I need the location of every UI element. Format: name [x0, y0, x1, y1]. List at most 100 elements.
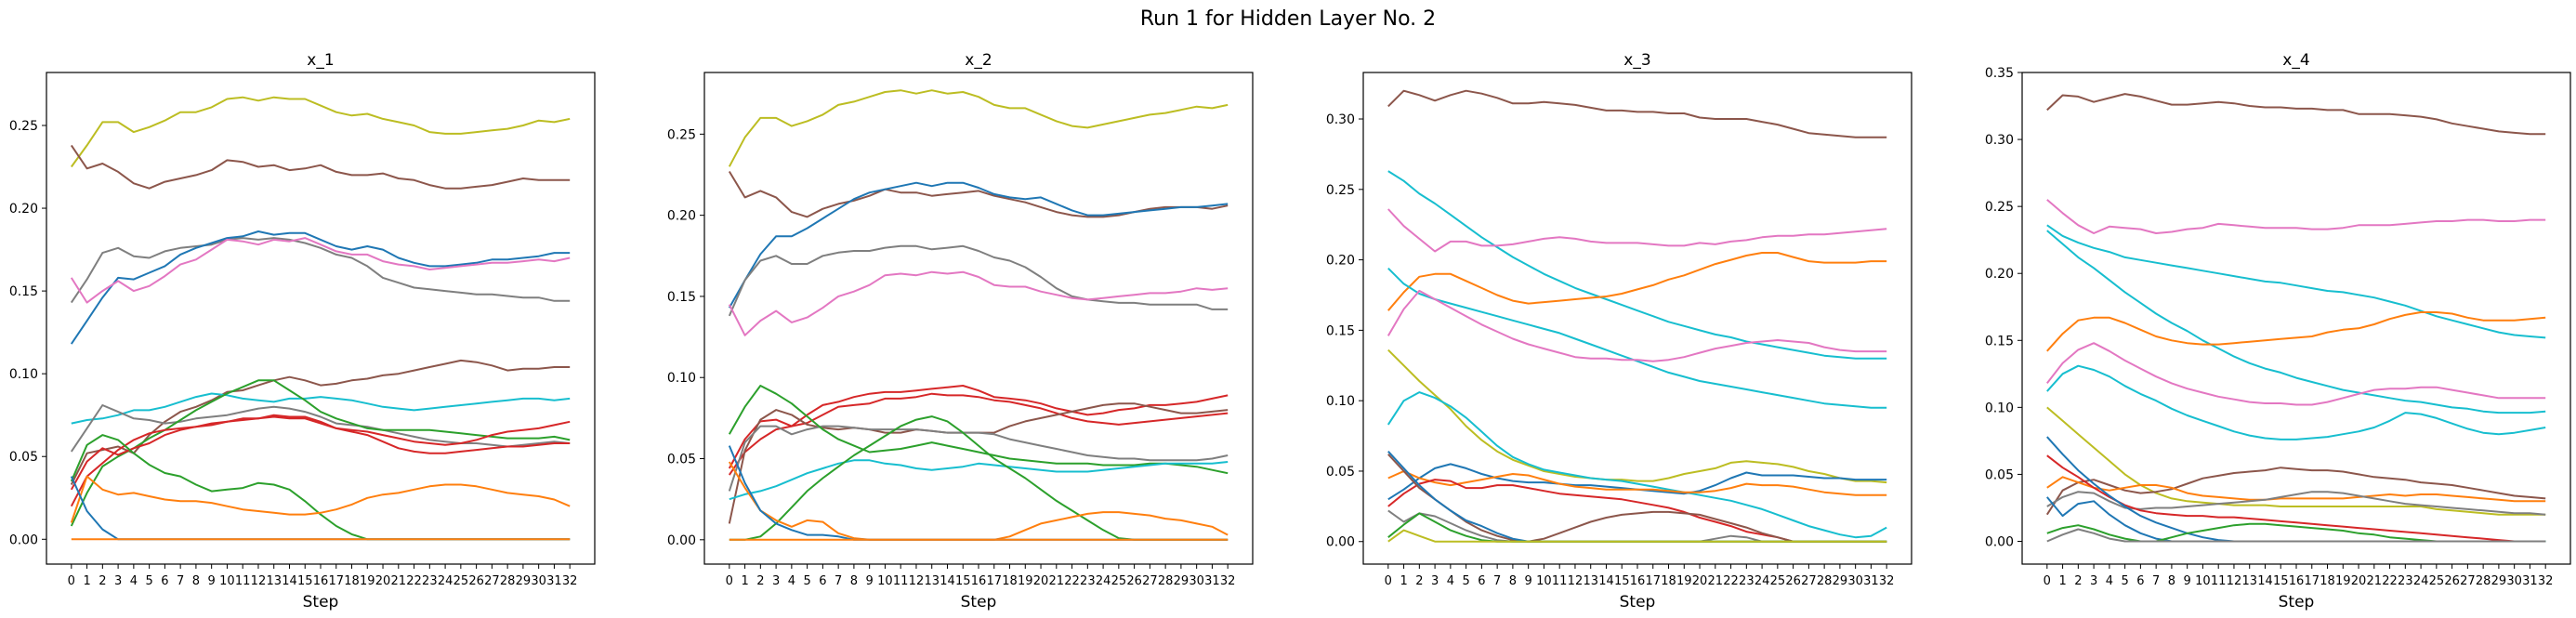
x-tick-label: 15 [1614, 574, 1630, 588]
x-tick-label: 10 [1536, 574, 1552, 588]
x-axis-label: Step [2279, 593, 2315, 611]
series-group [1387, 89, 1887, 543]
x-tick-label: 3 [114, 574, 122, 588]
x-axis-label: Step [961, 593, 997, 611]
series-line-13 [70, 475, 571, 523]
y-tick-label: 0.10 [1326, 394, 1355, 409]
x-tick-label: 3 [2090, 574, 2097, 588]
series-line-1 [70, 96, 571, 168]
subplot-2: x_20 1 2 3 4 5 6 7 8 9 10 11 12 13 14 15 16 17 18 19 20 21 22 2… [667, 51, 1254, 611]
series-line-6 [1387, 289, 1887, 362]
x-tick-label: 21 [2367, 574, 2383, 588]
x-tick-label: 18 [2320, 574, 2335, 588]
x-tick-label: 23 [422, 574, 438, 588]
x-tick-label: 13 [1583, 574, 1598, 588]
series-line-16 [2046, 528, 2546, 543]
x-tick-label: 0 [726, 574, 733, 588]
y-tick-label: 0.30 [1326, 112, 1355, 127]
x-tick-label: 32 [1220, 574, 1236, 588]
x-tick-label: 4 [788, 574, 795, 588]
x-tick-label: 28 [2476, 574, 2491, 588]
x-tick-label: 21 [1049, 574, 1065, 588]
series-group [70, 96, 571, 541]
series-line-5 [728, 270, 1229, 336]
x-tick-label: 3 [1431, 574, 1439, 588]
x-tick-label: 2 [1415, 574, 1423, 588]
x-tick-label: 18 [1002, 574, 1018, 588]
series-line-6 [2046, 342, 2546, 406]
series-line-2 [728, 170, 1229, 218]
x-tick-label: 5 [2121, 574, 2128, 588]
x-tick-label: 5 [1462, 574, 1469, 588]
series-line-11 [2046, 491, 2546, 516]
x-tick-label: 22 [2382, 574, 2398, 588]
x-tick-label: 29 [516, 574, 532, 588]
series-line-10 [70, 415, 571, 507]
x-tick-label: 8 [1509, 574, 1517, 588]
series-line-3 [1387, 208, 1887, 253]
x-tick-label: 17 [1645, 574, 1661, 588]
x-tick-label: 7 [177, 574, 184, 588]
x-tick-label: 15 [2273, 574, 2289, 588]
x-tick-label: 1 [741, 574, 748, 588]
y-tick-label: 0.15 [667, 290, 696, 305]
x-tick-label: 25 [1770, 574, 1786, 588]
x-tick-label: 8 [850, 574, 858, 588]
x-tick-label: 4 [1447, 574, 1454, 588]
series-line-7 [71, 392, 571, 425]
x-tick-label: 2 [2074, 574, 2082, 588]
y-tick-label: 0.10 [1985, 401, 2014, 415]
x-tick-label: 8 [192, 574, 200, 588]
y-tick-label: 0.05 [1985, 467, 2014, 482]
series-line-15 [2046, 522, 2546, 543]
y-tick-label: 0.05 [9, 450, 38, 465]
series-line-9 [728, 425, 1229, 492]
x-tick-label: 7 [2152, 574, 2160, 588]
x-tick-label: 9 [208, 574, 216, 588]
x-tick-label: 1 [1400, 574, 1407, 588]
x-tick-label: 3 [772, 574, 780, 588]
x-tick-label: 24 [438, 574, 453, 588]
x-tick-label: 14 [940, 574, 955, 588]
y-tick-label: 0.30 [1985, 133, 2014, 148]
x-tick-label: 6 [161, 574, 168, 588]
series-line-5 [1387, 267, 1887, 409]
y-tick-label: 0.05 [667, 453, 696, 467]
series-line-1 [1387, 89, 1887, 138]
x-tick-label: 13 [924, 574, 940, 588]
x-tick-label: 6 [1478, 574, 1485, 588]
y-tick-label: 0.25 [9, 119, 38, 134]
x-tick-label: 21 [391, 574, 407, 588]
x-tick-label: 29 [1174, 574, 1189, 588]
subplot-4: x_40 1 2 3 4 5 6 7 8 9 10 11 12 13 14 15 16 17 18 19 20 21 22 2… [1985, 51, 2571, 611]
x-tick-label: 29 [1833, 574, 1848, 588]
x-tick-label: 24 [1755, 574, 1770, 588]
x-tick-label: 18 [344, 574, 360, 588]
x-tick-label: 10 [219, 574, 235, 588]
x-tick-label: 29 [2491, 574, 2507, 588]
x-tick-label: 16 [971, 574, 987, 588]
series-line-7 [1387, 348, 1887, 484]
y-tick-label: 0.00 [667, 533, 696, 548]
x-tick-label: 6 [2136, 574, 2144, 588]
y-tick-label: 0.10 [667, 371, 696, 386]
y-tick-label: 0.25 [1326, 183, 1355, 198]
x-tick-label: 19 [1018, 574, 1033, 588]
series-line-6 [728, 385, 1229, 469]
x-tick-label: 22 [1723, 574, 1739, 588]
series-line-10 [1387, 470, 1887, 496]
series-line-3 [2046, 224, 2546, 339]
x-tick-label: 14 [282, 574, 297, 588]
x-tick-label: 14 [1598, 574, 1614, 588]
series-line-8 [1387, 391, 1887, 539]
x-tick-label: 23 [1739, 574, 1755, 588]
x-tick-label: 19 [2335, 574, 2351, 588]
x-tick-label: 31 [1204, 574, 1220, 588]
x-tick-label: 28 [500, 574, 516, 588]
y-tick-label: 0.15 [9, 284, 38, 299]
series-line-3 [70, 237, 571, 304]
x-tick-label: 22 [406, 574, 422, 588]
series-line-10 [2046, 476, 2546, 503]
x-tick-label: 23 [2398, 574, 2413, 588]
x-tick-label: 24 [1096, 574, 1111, 588]
